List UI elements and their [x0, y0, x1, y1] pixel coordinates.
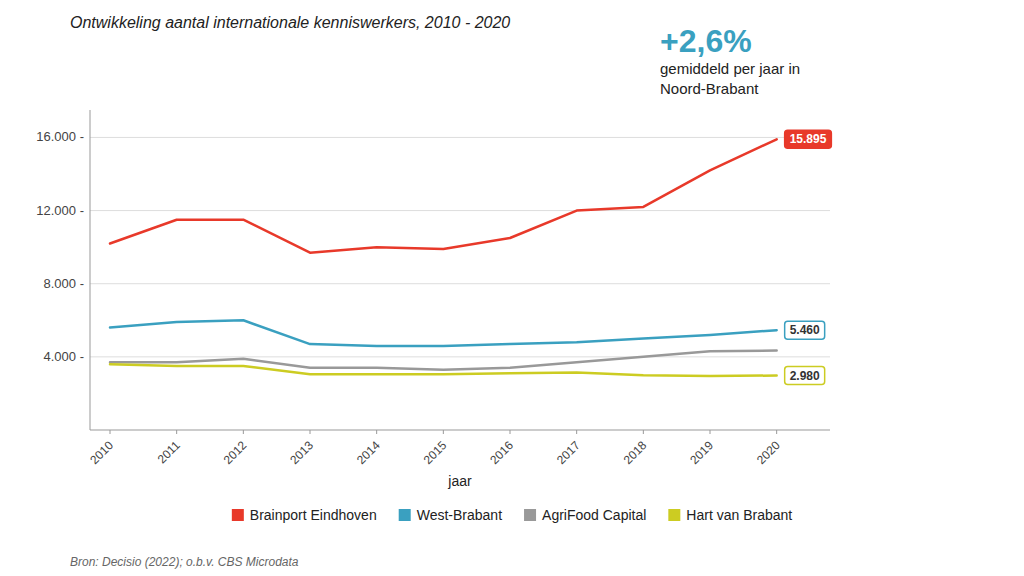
x-axis-line — [90, 430, 830, 431]
x-tick-label: 2016 — [487, 438, 516, 467]
title: Ontwikkeling aantal internationale kenni… — [70, 14, 510, 31]
legend-item: Hart van Brabant — [668, 507, 792, 523]
x-tick — [376, 430, 377, 434]
value-label-text: 5.460 — [790, 323, 820, 337]
value-label-text: 15.895 — [790, 132, 827, 146]
legend-item: AgriFood Capital — [524, 507, 646, 523]
x-tick-label: 2018 — [621, 438, 650, 467]
x-tick — [443, 430, 444, 434]
x-tick-label: 2010 — [87, 438, 116, 467]
x-tick-label: 2020 — [754, 438, 783, 467]
legend-swatch — [668, 509, 680, 521]
x-tick — [710, 430, 711, 434]
grid-line — [90, 137, 830, 138]
grid — [90, 137, 830, 356]
x-axis-label: jaar — [447, 473, 472, 489]
x-tick — [110, 430, 111, 434]
x-tick-label: 2013 — [287, 438, 316, 467]
annotation-line: Bron: Decisio (2022); o.b.v. CBS Microda… — [70, 555, 299, 569]
legend-label: Hart van Brabant — [686, 507, 792, 523]
x-tick-label: 2011 — [155, 438, 183, 466]
legend-swatch — [399, 509, 411, 521]
annotation-line: +2,6% — [660, 23, 752, 59]
value-label-text: 2.980 — [790, 369, 820, 383]
x-tick — [576, 430, 577, 434]
x-tick-label: 2019 — [687, 438, 716, 467]
chart: Ontwikkeling aantal internationale kenni… — [0, 0, 1024, 576]
x-tick — [643, 430, 644, 434]
value-label: 15.895 — [785, 130, 832, 148]
x-tick-label: 2014 — [354, 438, 383, 467]
source: Bron: Decisio (2022); o.b.v. CBS Microda… — [70, 555, 299, 569]
grid-line — [90, 283, 830, 284]
value-label: 2.980 — [785, 367, 825, 385]
y-tick-label: 12.000 - — [36, 203, 84, 218]
y-axis-line — [90, 110, 91, 430]
value-label-box — [785, 321, 825, 339]
series-line — [110, 364, 777, 376]
series-line — [110, 139, 777, 252]
series-line — [110, 320, 777, 346]
annotation: +2,6% — [660, 23, 752, 59]
value-label-box — [785, 367, 825, 385]
y-tick-label: 8.000 - — [44, 276, 84, 291]
y-tick-label: 16.000 - — [36, 129, 84, 144]
legend-label: AgriFood Capital — [542, 507, 646, 523]
annotation-line: Noord-Brabant — [660, 80, 759, 97]
legend: Brainport Eindhoven West-Brabant AgriFood … — [232, 507, 792, 523]
annotation: gemiddeld per jaar in Noord-Brabant — [660, 60, 800, 97]
x-tick-label: 2012 — [221, 438, 250, 467]
value-labels: 15.895 5.460 2.980 — [785, 130, 832, 384]
value-label-box — [785, 130, 832, 148]
legend-swatch — [232, 509, 244, 521]
annotation-line: gemiddeld per jaar in — [660, 60, 800, 77]
x-tick-label: 2017 — [554, 438, 583, 467]
value-label: 5.460 — [785, 321, 825, 339]
x-tick-label: 2015 — [421, 438, 450, 467]
x-tick — [176, 430, 177, 434]
x-tick — [510, 430, 511, 434]
y-tick-label: 4.000 - — [44, 349, 84, 364]
legend-label: Brainport Eindhoven — [250, 507, 377, 523]
lines — [110, 139, 777, 376]
grid-line — [90, 356, 830, 357]
legend-swatch — [524, 509, 536, 521]
legend-label: West-Brabant — [417, 507, 502, 523]
x-tick — [776, 430, 777, 434]
x-tick — [243, 430, 244, 434]
legend-item: Brainport Eindhoven — [232, 507, 377, 523]
grid-line — [90, 210, 830, 211]
legend-item: West-Brabant — [399, 507, 502, 523]
x-tick — [310, 430, 311, 434]
